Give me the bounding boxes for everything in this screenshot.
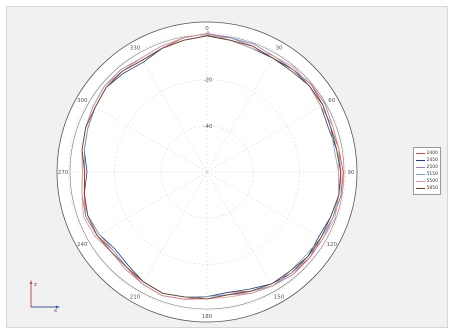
angle-tick-label: 210 <box>130 295 141 301</box>
angle-tick-label: 150 <box>274 295 285 301</box>
angle-tick-label: 270 <box>58 170 69 176</box>
angle-tick-label: 120 <box>326 242 337 248</box>
angle-tick-label: 240 <box>77 242 88 248</box>
angle-tick-label: 180 <box>202 314 213 320</box>
radial-tick-label: 0 <box>206 32 210 38</box>
legend-swatch <box>416 181 425 182</box>
angle-grid-spoke <box>206 171 326 241</box>
legend-swatch <box>416 188 425 189</box>
legend-entry: 5150 <box>416 171 438 178</box>
angle-tick-label: 0 <box>205 26 209 32</box>
angle-tick-label: 300 <box>77 98 88 104</box>
angle-tick-label: 30 <box>276 45 283 51</box>
legend-entry: 2450 <box>416 157 438 164</box>
axes-x-label: x <box>54 308 58 313</box>
series-trace <box>81 35 342 300</box>
legend-entry: 2500 <box>416 164 438 171</box>
axes-z-label: z <box>34 282 37 288</box>
legend-swatch <box>416 174 425 175</box>
axes-orientation-icon: z x <box>29 280 60 313</box>
radial-grid-circle <box>160 125 254 219</box>
angle-grid-spoke <box>88 171 208 241</box>
legend: 2400 2450 2500 5150 5500 5850 <box>413 147 441 195</box>
angle-grid-spoke <box>206 103 326 173</box>
legend-swatch <box>416 153 425 154</box>
angle-tick-label: 330 <box>130 45 141 51</box>
plot-panel: 0 30 60 90 120 150 180 210 240 270 300 330 -40 -20 0 2… <box>6 6 448 328</box>
legend-label: 2450 <box>426 158 438 163</box>
angle-grid-spoke <box>138 53 208 173</box>
legend-label: 5850 <box>426 186 438 191</box>
polar-chart: 0 30 60 90 120 150 180 210 240 270 300 330 -40 -20 0 <box>56 21 358 323</box>
angle-tick-label: 60 <box>328 98 335 104</box>
angle-grid-spoke <box>206 171 276 291</box>
legend-swatch <box>416 167 425 168</box>
legend-label: 5150 <box>426 172 438 177</box>
angle-grid-spoke <box>88 103 208 173</box>
legend-label: 2500 <box>426 165 438 170</box>
angle-grid-spoke <box>206 53 276 173</box>
legend-label: 5500 <box>426 179 438 184</box>
legend-entry: 5850 <box>416 185 438 192</box>
legend-swatch <box>416 160 425 161</box>
legend-entry: 5500 <box>416 178 438 185</box>
radial-tick-label: -40 <box>204 124 213 130</box>
legend-entry: 2400 <box>416 150 438 157</box>
legend-label: 2400 <box>426 151 438 156</box>
radial-tick-label: -20 <box>204 78 213 84</box>
angle-grid-spoke <box>138 171 208 291</box>
angle-tick-label: 90 <box>348 170 355 176</box>
